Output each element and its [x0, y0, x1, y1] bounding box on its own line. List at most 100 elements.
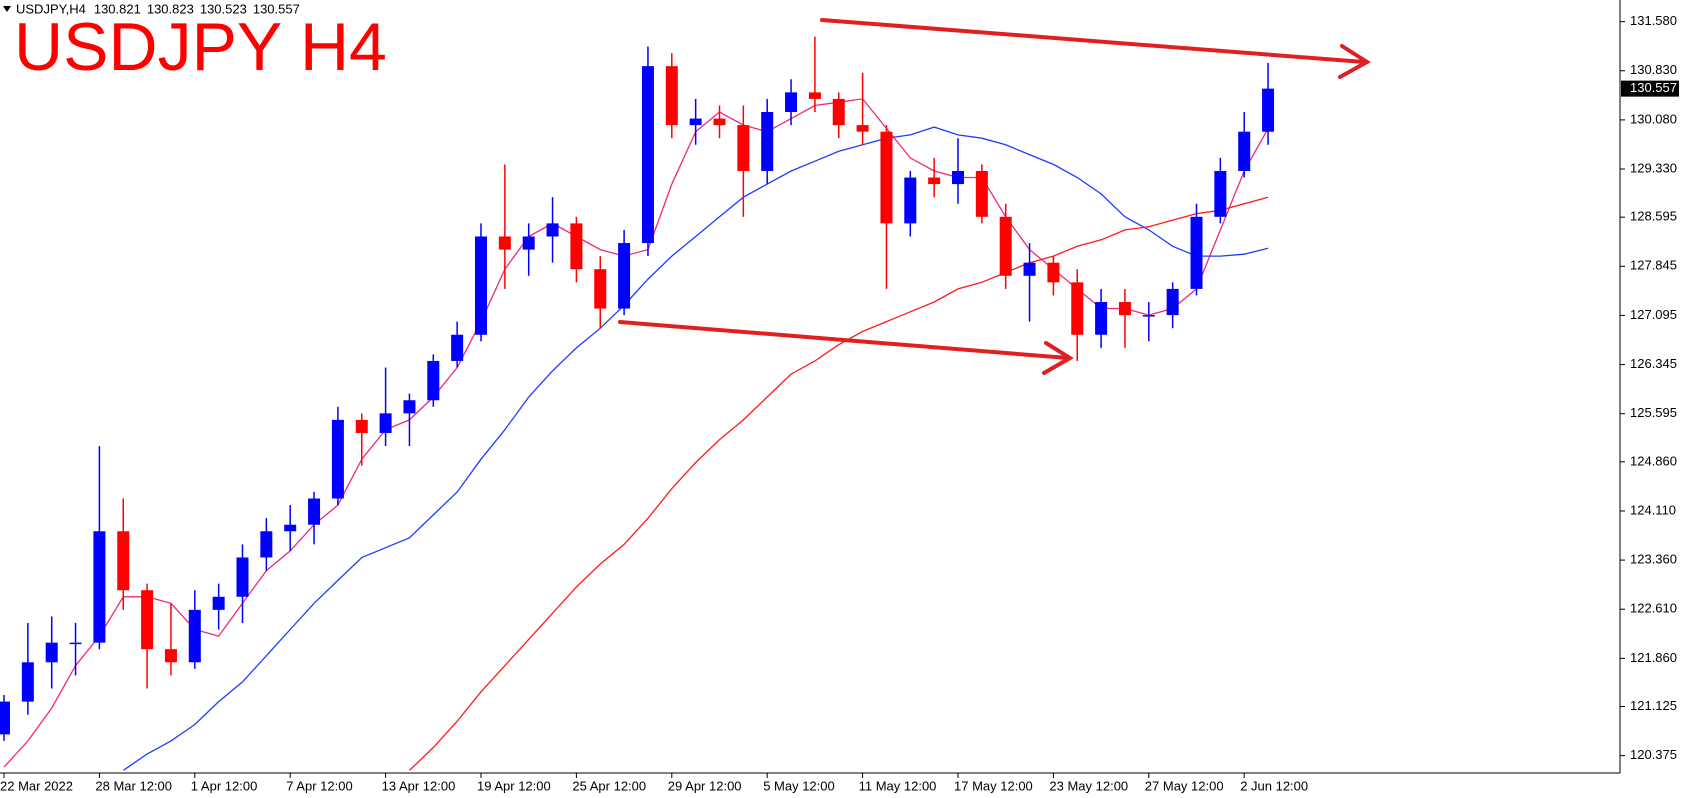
- candle-body: [45, 642, 58, 663]
- y-tick-label: 130.830: [1630, 62, 1677, 77]
- candle-body: [260, 531, 273, 558]
- candle-body: [1166, 288, 1179, 316]
- header-quote: 130.823: [147, 1, 194, 16]
- x-tick-label: 13 Apr 12:00: [382, 778, 456, 793]
- candle-body: [451, 334, 464, 361]
- candle-body: [665, 66, 678, 126]
- candle-body: [904, 177, 917, 224]
- candle-body: [308, 498, 321, 525]
- y-tick-label: 131.580: [1630, 13, 1677, 28]
- x-tick-label: 23 May 12:00: [1049, 778, 1128, 793]
- candle-body: [141, 590, 154, 650]
- y-tick-label: 125.595: [1630, 405, 1677, 420]
- candle-body: [1190, 216, 1203, 289]
- candle-body: [188, 609, 201, 663]
- x-tick-label: 5 May 12:00: [763, 778, 835, 793]
- candle-body: [832, 98, 845, 126]
- x-tick-label: 1 Apr 12:00: [191, 778, 257, 793]
- candle-body: [1262, 88, 1275, 132]
- x-tick-label: 25 Apr 12:00: [572, 778, 646, 793]
- moving-average: [409, 196, 1269, 771]
- y-tick-label: 122.610: [1630, 601, 1677, 616]
- trend-arrows: [618, 18, 1371, 375]
- chart-title: USDJPY H4: [14, 9, 387, 85]
- y-tick-label: 120.375: [1630, 747, 1677, 762]
- candle-body: [427, 360, 440, 401]
- candle-body: [1071, 282, 1084, 335]
- header-quote: 130.523: [200, 1, 247, 16]
- x-tick-label: 22 Mar 2022: [0, 778, 73, 793]
- candle-body: [1238, 131, 1251, 171]
- candle-body: [331, 419, 344, 499]
- candle-body: [522, 236, 535, 250]
- candle-body: [880, 131, 893, 224]
- candle-body: [856, 125, 869, 132]
- y-tick-label: 129.330: [1630, 160, 1677, 175]
- y-tick-label: 127.095: [1630, 307, 1677, 322]
- candle-body: [1095, 301, 1108, 335]
- candle-body: [952, 170, 964, 185]
- candle-body: [713, 118, 726, 126]
- header-icon: [3, 6, 11, 12]
- arrow-head-bottom: [1042, 341, 1074, 375]
- candle-body: [546, 223, 559, 237]
- candle-body: [475, 236, 487, 335]
- y-tick-label: 121.125: [1630, 698, 1677, 713]
- candle-body: [689, 118, 702, 126]
- candle-body: [570, 223, 583, 270]
- x-tick-label: 7 Apr 12:00: [286, 778, 353, 793]
- x-tick-label: 19 Apr 12:00: [477, 778, 551, 793]
- x-tick-label: 17 May 12:00: [954, 778, 1033, 793]
- candle-body: [975, 170, 988, 217]
- candle-body: [498, 236, 511, 250]
- current-price-label: 130.557: [1630, 80, 1677, 95]
- candle-body: [117, 531, 130, 591]
- candle-body: [212, 596, 225, 610]
- y-tick-label: 126.345: [1630, 356, 1677, 371]
- candle-body: [355, 419, 368, 434]
- y-tick-label: 123.360: [1630, 552, 1677, 567]
- candle-body: [0, 701, 10, 735]
- y-tick-label: 124.110: [1630, 502, 1676, 517]
- candle-body: [236, 557, 249, 597]
- trend-line-top: [820, 18, 1366, 64]
- x-tick-label: 28 Mar 12:00: [95, 778, 172, 793]
- candle-body: [1023, 262, 1036, 276]
- header-symbol: USDJPY,H4: [16, 1, 86, 16]
- candle-body: [808, 92, 821, 99]
- candle-body: [761, 112, 774, 171]
- y-tick-label: 130.080: [1630, 111, 1677, 126]
- candle-body: [69, 642, 82, 645]
- y-tick-label: 127.845: [1630, 258, 1677, 273]
- candle-body: [403, 400, 416, 414]
- candle-body: [641, 66, 654, 244]
- y-tick-label: 121.860: [1630, 650, 1677, 665]
- moving-average: [122, 126, 1269, 771]
- x-tick-label: 27 May 12:00: [1145, 778, 1224, 793]
- header-quote: 130.821: [94, 1, 141, 16]
- y-tick-label: 124.860: [1630, 453, 1677, 468]
- x-tick-label: 29 Apr 12:00: [668, 778, 742, 793]
- y-tick-label: 128.595: [1630, 209, 1677, 224]
- candle-body: [785, 92, 798, 113]
- candle-body: [164, 649, 177, 663]
- candle-body: [594, 269, 607, 309]
- candle-body: [1214, 170, 1227, 217]
- x-tick-label: 2 Jun 12:00: [1240, 778, 1308, 793]
- candle-body: [93, 531, 106, 643]
- candle-body: [737, 125, 750, 171]
- candle-body: [999, 216, 1012, 276]
- candle-body: [928, 177, 941, 185]
- current-price-box: [1621, 80, 1679, 97]
- trend-line-bottom: [618, 320, 1070, 360]
- candle-body: [1047, 262, 1060, 283]
- candle-body: [1142, 315, 1155, 317]
- header-quote: 130.557: [253, 1, 300, 16]
- candle-body: [284, 524, 297, 532]
- candle-body: [1118, 301, 1131, 316]
- candle-body: [618, 243, 631, 309]
- x-tick-label: 11 May 12:00: [859, 778, 937, 793]
- candle-body: [379, 413, 392, 434]
